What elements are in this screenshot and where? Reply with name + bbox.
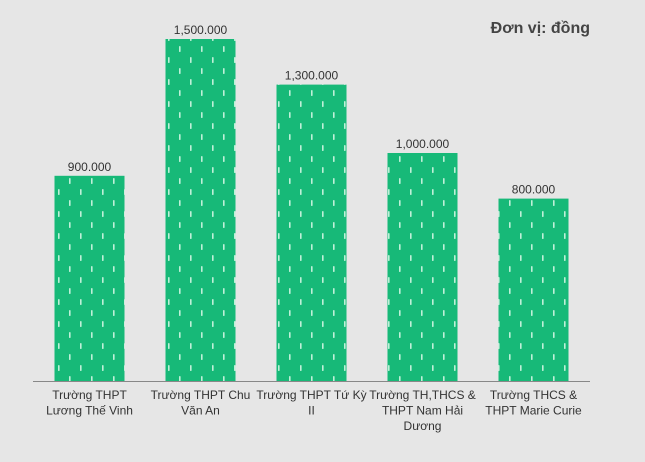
x-tick-label: Trường THPT Tứ Kỳ <box>256 388 366 402</box>
data-label: 1,000.000 <box>396 137 450 151</box>
bar <box>54 175 125 381</box>
x-tick-label: Trường THPT <box>52 388 127 402</box>
x-tick-label: Văn An <box>181 404 220 418</box>
x-tick-label: II <box>308 404 315 418</box>
x-tick-label: Trường THPT Chu <box>151 388 251 402</box>
data-label: 900.000 <box>68 160 112 174</box>
x-tick-label: THPT Marie Curie <box>485 404 582 418</box>
bar <box>387 153 458 381</box>
unit-label: Đơn vị: đồng <box>490 20 590 37</box>
x-tick-label: THPT Nam Hải <box>382 404 463 418</box>
x-tick-label: Trường THCS & <box>490 388 577 402</box>
x-tick-label: Trường TH,THCS & <box>369 388 476 402</box>
data-label: 800.000 <box>512 183 556 197</box>
bar <box>165 39 236 381</box>
bar <box>498 198 569 381</box>
bar <box>276 84 347 381</box>
x-tick-label: Lương Thế Vinh <box>46 404 133 418</box>
x-tick-label: Dương <box>404 419 442 433</box>
data-label: 1,500.000 <box>174 23 228 37</box>
data-label: 1,300.000 <box>285 69 339 83</box>
